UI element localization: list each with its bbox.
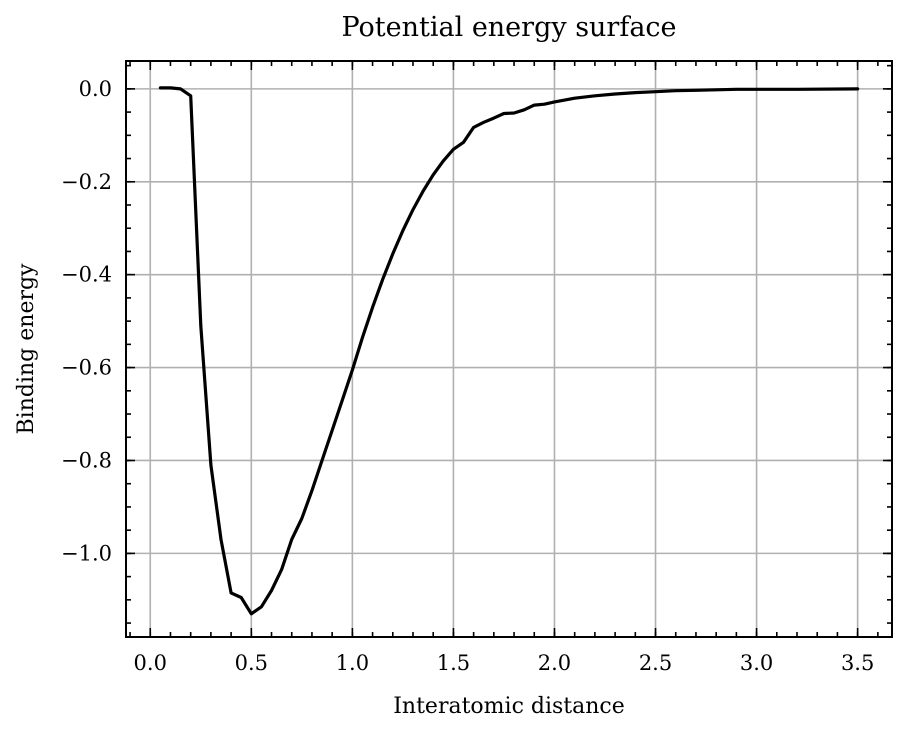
y-tick-label: −0.2 xyxy=(61,170,112,194)
x-tick-label: 3.5 xyxy=(841,651,874,675)
x-tick-label: 2.5 xyxy=(639,651,672,675)
series-line xyxy=(158,86,860,616)
y-tick-label: −0.6 xyxy=(61,356,112,380)
plot-frame xyxy=(125,60,893,638)
x-tick-label: 1.5 xyxy=(437,651,470,675)
x-tick-label: 2.0 xyxy=(538,651,571,675)
x-tick-label: 1.0 xyxy=(336,651,369,675)
x-tick-label: 0.5 xyxy=(235,651,268,675)
tick-layer xyxy=(126,61,892,637)
tick-label-layer: 0.0 0.5 1.0 1.5 2.0 2.5 3.0 3.5 0.0 −0.2 −0.4 −0.6 −… xyxy=(61,77,874,675)
x-axis-label: Interatomic distance xyxy=(393,694,625,719)
series-layer xyxy=(158,86,860,616)
y-axis-label: Binding energy xyxy=(14,263,39,435)
y-tick-label: 0.0 xyxy=(79,77,112,101)
grid-layer xyxy=(126,61,892,637)
y-tick-label: −0.4 xyxy=(61,263,112,287)
x-tick-label: 0.0 xyxy=(134,651,167,675)
chart-title: Potential energy surface xyxy=(341,12,676,43)
y-tick-label: −0.8 xyxy=(61,448,112,472)
x-tick-label: 3.0 xyxy=(740,651,773,675)
y-tick-label: −1.0 xyxy=(61,541,112,565)
